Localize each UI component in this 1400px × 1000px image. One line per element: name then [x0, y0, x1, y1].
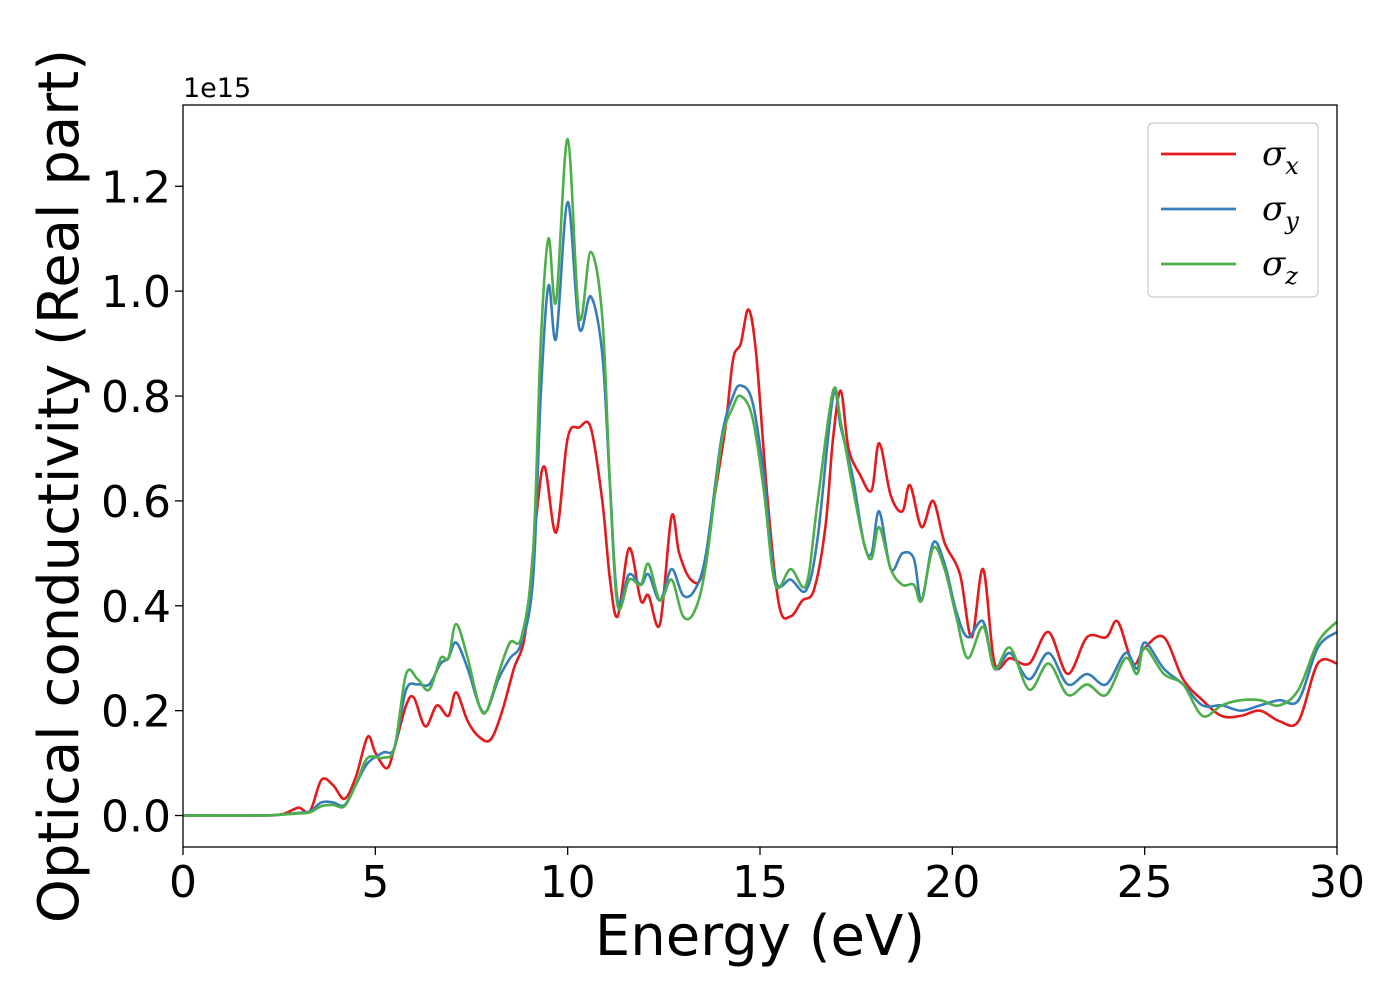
series-line-sigma-x	[183, 308, 1337, 817]
y-offset-label: 1e15	[183, 73, 251, 104]
x-tick-label: 30	[1309, 857, 1365, 908]
legend-label-sigma-x: σx	[1262, 134, 1299, 180]
legend-label-base: σ	[1262, 244, 1286, 284]
y-tick-label: 1.2	[101, 162, 171, 213]
x-tick-label: 5	[361, 857, 389, 908]
y-axis: 0.0 0.2 0.4 0.6 0.8 1.0 1.2	[101, 162, 183, 843]
x-axis: 0 5 10 15 20 25 30	[169, 847, 1365, 908]
y-tick-label: 1.0	[101, 267, 171, 318]
y-tick-label: 0.8	[101, 372, 171, 423]
y-tick-label: 0.6	[101, 477, 171, 528]
y-tick-label: 0.4	[101, 582, 171, 633]
legend-label-sigma-y: σy	[1262, 189, 1299, 235]
legend-label-subscript: y	[1284, 207, 1299, 235]
y-tick-label: 0.2	[101, 687, 171, 738]
y-tick-label: 0.0	[101, 792, 171, 843]
legend-label-base: σ	[1262, 134, 1286, 174]
series-line-sigma-z	[183, 137, 1337, 817]
x-tick-label: 15	[732, 857, 788, 908]
x-tick-label: 25	[1117, 857, 1173, 908]
x-tick-label: 20	[924, 857, 980, 908]
x-tick-label: 10	[540, 857, 596, 908]
legend-label-sigma-z: σz	[1262, 244, 1298, 290]
legend-label-base: σ	[1262, 189, 1286, 229]
series-layer	[183, 137, 1337, 817]
x-axis-title: Energy (eV)	[595, 904, 925, 969]
y-axis-title: Optical conductivity (Real part)	[27, 49, 92, 923]
legend-label-subscript: x	[1285, 152, 1299, 180]
legend-label-subscript: z	[1284, 262, 1298, 290]
x-tick-label: 0	[169, 857, 197, 908]
